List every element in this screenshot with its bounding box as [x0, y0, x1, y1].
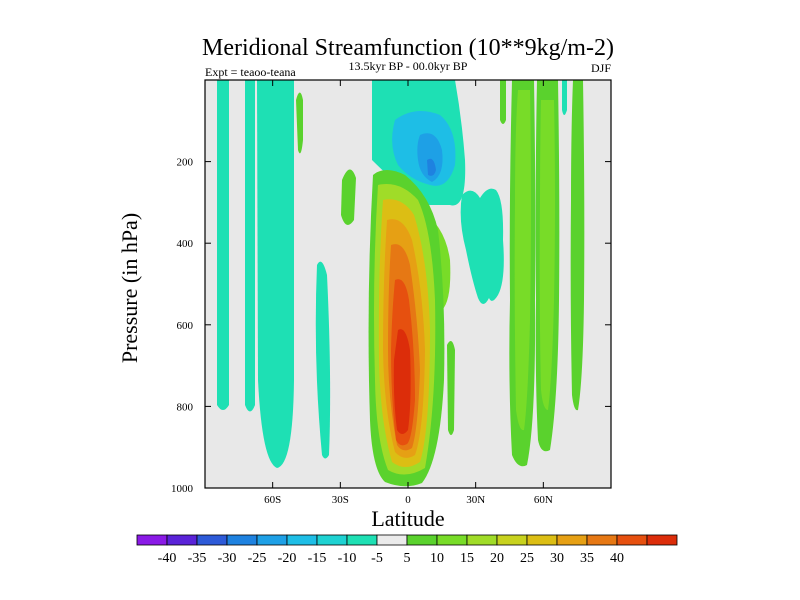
- colorbar-swatch: [166, 534, 198, 546]
- chart-title: Meridional Streamfunction (10**9kg/m-2): [202, 35, 614, 61]
- colorbar-label: -20: [278, 551, 297, 566]
- colorbar-label: -15: [308, 551, 327, 566]
- colorbar-swatch: [406, 534, 438, 546]
- colorbar-label: 20: [490, 551, 504, 566]
- main-positive-core: [393, 329, 411, 434]
- colorbar-label: -30: [218, 551, 237, 566]
- colorbar-swatch: [316, 534, 348, 546]
- colorbar-label: -25: [248, 551, 267, 566]
- y-axis-label: Pressure (in hPa): [117, 213, 142, 363]
- colorbar-swatch: [616, 534, 648, 546]
- upper-negative-center: [427, 158, 436, 176]
- colorbar-swatch: [466, 534, 498, 546]
- green-column-48n-inner: [514, 90, 531, 431]
- colorbar-label: 25: [520, 551, 534, 566]
- colorbar-swatch: [556, 534, 588, 546]
- y-tick-label: 400: [177, 238, 194, 250]
- x-axis-ticks: 60S 30S 0 30N 60N: [264, 80, 553, 506]
- cyan-strip-68n: [562, 80, 567, 115]
- green-column-72n: [570, 80, 585, 411]
- colorbar-label: 15: [460, 551, 474, 566]
- chart-subtitle: 13.5kyr BP - 00.0kyr BP: [349, 59, 468, 73]
- y-tick-label: 800: [177, 401, 194, 413]
- green-column-60n-inner: [539, 100, 555, 410]
- upper-negative-core: [417, 133, 443, 182]
- colorbar-label: 10: [430, 551, 444, 566]
- colorbar: -40 -35 -30 -25 -20 -15 -10 -5 5 10 15 20 25 30 35 40: [136, 534, 678, 566]
- colorbar-label: -5: [371, 551, 383, 566]
- cyan-band-80s: [217, 80, 229, 410]
- colorbar-swatch: [136, 534, 168, 546]
- plot-area: [205, 80, 611, 488]
- x-tick-label: 30N: [466, 494, 485, 506]
- cyan-column-60s: [257, 80, 294, 468]
- colorbar-swatch: [256, 534, 288, 546]
- colorbar-label: -10: [338, 551, 357, 566]
- right-annotation: DJF: [591, 61, 611, 75]
- green-strip-48s: [296, 92, 303, 154]
- colorbar-swatch: [586, 534, 618, 546]
- cyan-cell-40s: [315, 261, 331, 459]
- y-tick-label: 600: [177, 320, 194, 332]
- x-tick-label: 60N: [534, 494, 553, 506]
- colorbar-swatch: [346, 534, 378, 546]
- cyan-band-70s: [245, 80, 255, 412]
- y-tick-label: 200: [177, 157, 194, 169]
- colorbar-swatch: [286, 534, 318, 546]
- y-tick-label: 1000: [171, 483, 194, 495]
- colorbar-swatch: [226, 534, 258, 546]
- x-tick-label: 60S: [264, 494, 281, 506]
- colorbar-swatch: [646, 534, 678, 546]
- green-cell-28s: [341, 169, 356, 225]
- colorbar-label: 30: [550, 551, 564, 566]
- x-tick-label: 0: [405, 494, 411, 506]
- colorbar-label: -35: [188, 551, 207, 566]
- colorbar-label: 5: [404, 551, 411, 566]
- colorbar-label: 35: [580, 551, 594, 566]
- left-annotation: Expt = teaoo-teana: [205, 65, 296, 79]
- colorbar-swatch: [196, 534, 228, 546]
- colorbar-label: -40: [158, 551, 177, 566]
- cyan-cell-30n: [460, 188, 504, 304]
- x-tick-label: 30S: [332, 494, 349, 506]
- green-strip-52n: [500, 80, 506, 124]
- colorbar-swatch: [376, 534, 408, 546]
- colorbar-swatch: [436, 534, 468, 546]
- colorbar-swatch: [496, 534, 528, 546]
- colorbar-label: 40: [610, 551, 624, 566]
- x-axis-label: Latitude: [371, 506, 444, 531]
- green-column-20n: [447, 341, 455, 435]
- colorbar-swatch: [526, 534, 558, 546]
- y-axis-ticks: 200 400 600 800 1000: [171, 157, 611, 495]
